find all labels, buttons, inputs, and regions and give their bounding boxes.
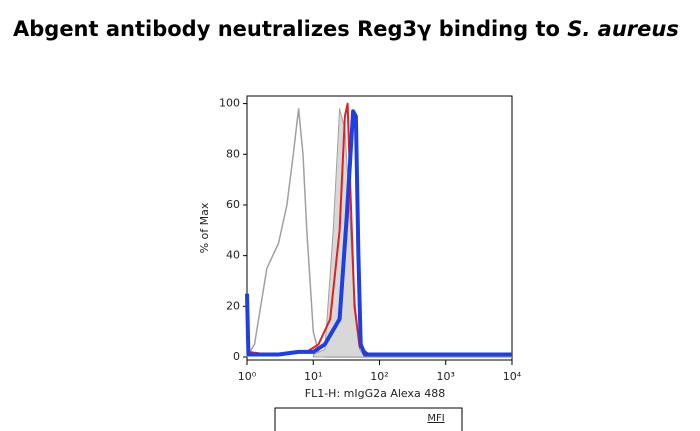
title-text: Abgent antibody neutralizes Reg3γ bindin…	[13, 17, 560, 41]
histogram-line	[246, 107, 512, 358]
y-tick-label: 40	[226, 249, 240, 262]
chart-title: Abgent antibody neutralizes Reg3γ bindin…	[13, 17, 679, 41]
y-tick-label: 20	[226, 299, 240, 312]
plot-frame	[246, 95, 513, 361]
legend-title: MFI	[427, 413, 444, 424]
y-tick-label: 0	[233, 350, 240, 363]
x-tick-label: 10⁰	[238, 370, 257, 383]
histogram-line	[245, 109, 512, 357]
x-tick-label: 10¹	[304, 370, 322, 383]
y-tick-label: 80	[226, 147, 240, 160]
x-axis-label: FL1-H: mIgG2a Alexa 488	[305, 387, 446, 400]
histogram-line	[246, 102, 512, 356]
x-tick-label: 10²	[370, 370, 388, 383]
y-tick-label: 60	[226, 198, 240, 211]
x-tick-label: 10⁴	[503, 370, 522, 383]
y-axis-label: % of Max	[198, 202, 211, 253]
title-italic: S. aureus	[567, 17, 679, 41]
legend-box	[274, 407, 463, 431]
x-tick-label: 10³	[437, 370, 455, 383]
y-tick-label: 100	[219, 97, 240, 110]
